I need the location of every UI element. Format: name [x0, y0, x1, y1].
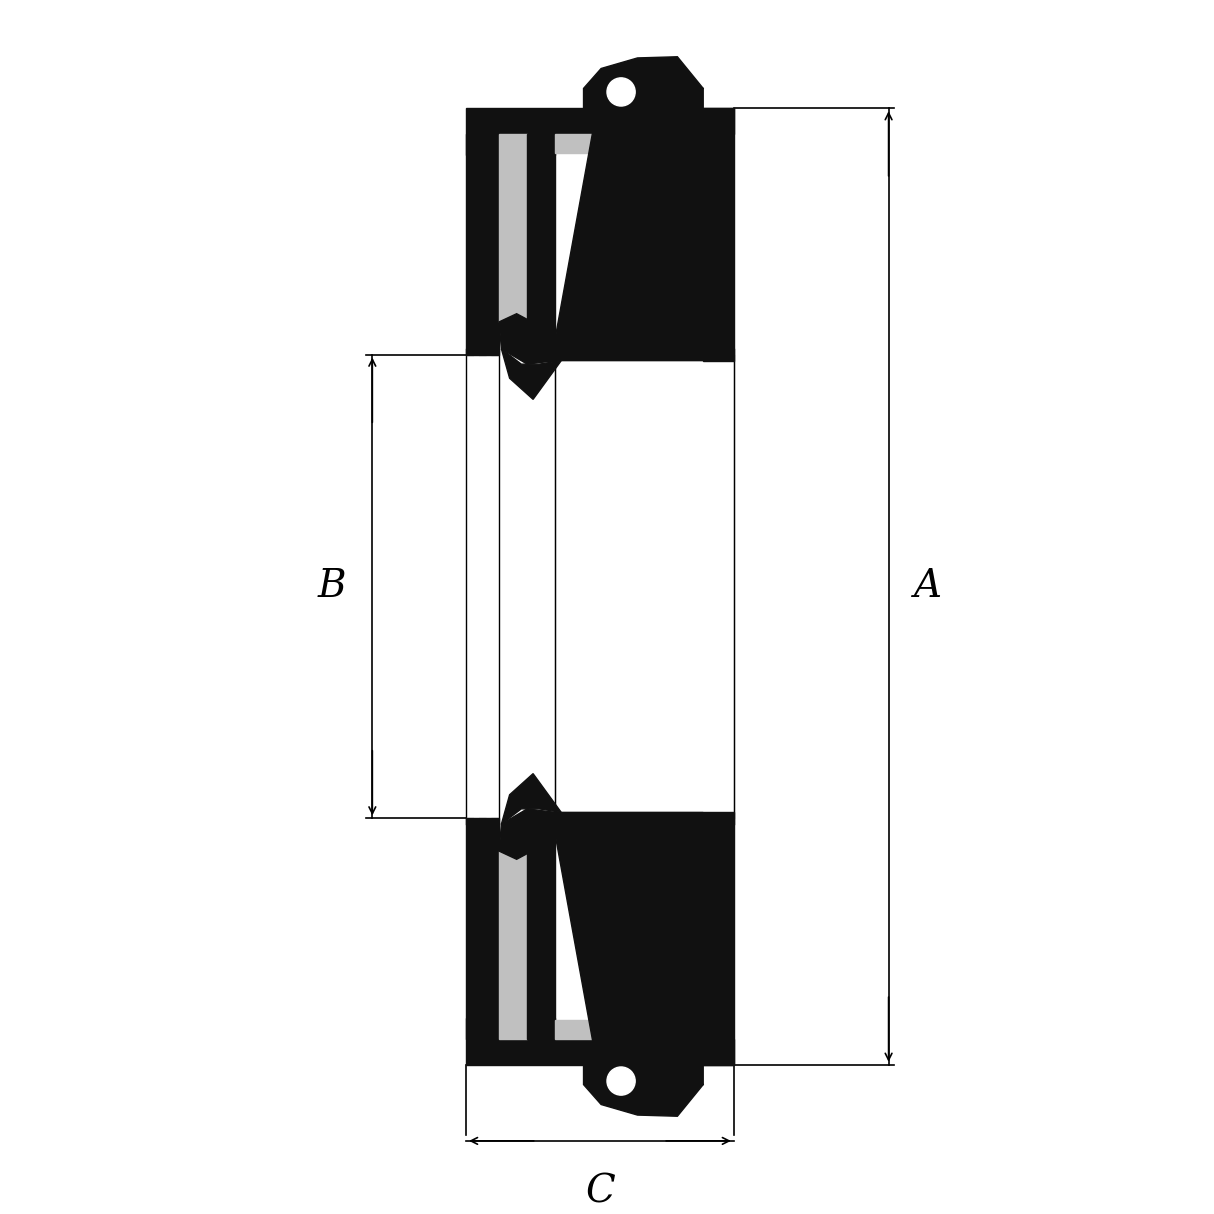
Circle shape	[607, 1067, 635, 1095]
Polygon shape	[501, 348, 561, 399]
Polygon shape	[584, 57, 703, 132]
Polygon shape	[671, 1020, 703, 1039]
Polygon shape	[499, 809, 555, 860]
Text: C: C	[585, 1174, 614, 1210]
Circle shape	[599, 69, 643, 114]
Text: A: A	[914, 568, 942, 605]
Polygon shape	[555, 135, 703, 153]
Polygon shape	[703, 812, 733, 1065]
Polygon shape	[499, 313, 555, 364]
Polygon shape	[555, 812, 703, 1096]
Polygon shape	[499, 135, 527, 322]
Polygon shape	[555, 1020, 703, 1039]
Circle shape	[599, 1059, 643, 1104]
Circle shape	[607, 78, 635, 106]
Polygon shape	[466, 1039, 733, 1065]
Polygon shape	[527, 135, 555, 361]
Polygon shape	[466, 135, 555, 155]
Polygon shape	[527, 812, 555, 1039]
Polygon shape	[555, 76, 703, 361]
Polygon shape	[466, 108, 733, 135]
Polygon shape	[466, 818, 499, 1039]
Polygon shape	[466, 1017, 555, 1039]
Polygon shape	[501, 773, 561, 824]
Polygon shape	[584, 1042, 703, 1116]
Polygon shape	[671, 135, 703, 153]
Text: B: B	[318, 568, 346, 605]
Polygon shape	[499, 851, 527, 1039]
Polygon shape	[466, 135, 499, 354]
Polygon shape	[703, 108, 733, 361]
